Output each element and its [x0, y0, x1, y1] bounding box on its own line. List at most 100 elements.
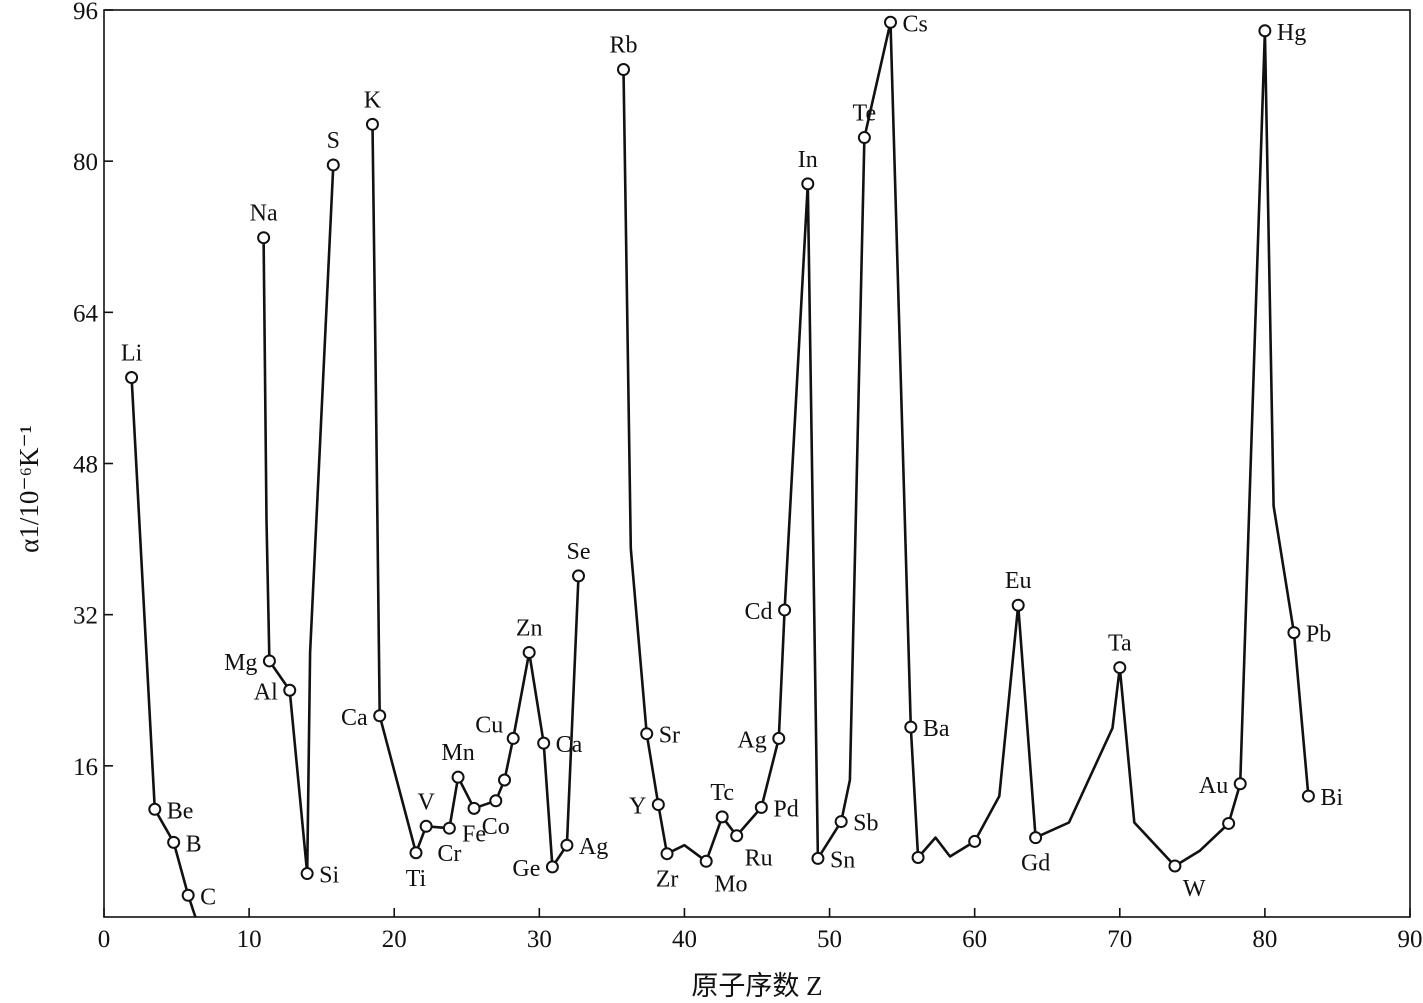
data-point-ba	[911, 850, 925, 864]
element-label-al: Al	[254, 679, 278, 705]
element-label-rb: Rb	[609, 33, 637, 59]
y-tick-label: 96	[73, 0, 98, 25]
element-label-v: V	[417, 789, 435, 815]
data-point-fe	[467, 801, 481, 815]
data-point-in	[801, 177, 815, 191]
element-label-gd: Gd	[1021, 851, 1050, 877]
data-point-k	[365, 117, 379, 131]
element-label-tc: Tc	[710, 780, 734, 806]
data-point-cs	[884, 15, 898, 29]
element-label-sb: Sb	[853, 811, 878, 837]
data-point-ca	[373, 709, 387, 723]
data-point-zn	[522, 645, 536, 659]
data-point-ag	[560, 838, 574, 852]
element-label-mn: Mn	[441, 740, 474, 766]
data-point-gd	[1029, 831, 1043, 845]
data-point-w	[1168, 859, 1182, 873]
data-point-ba	[904, 720, 918, 734]
x-tick-label: 40	[672, 926, 697, 953]
data-point-pd	[754, 800, 768, 814]
data-point-be	[148, 802, 162, 816]
data-point-v	[419, 819, 433, 833]
element-label-na: Na	[250, 201, 278, 227]
data-point-tc	[715, 810, 729, 824]
y-tick-label: 64	[73, 300, 99, 327]
element-label-k: K	[364, 87, 382, 113]
x-tick-label: 80	[1252, 926, 1277, 953]
element-label-b: B	[186, 831, 202, 857]
data-point-al	[283, 683, 297, 697]
data-point-cr	[442, 821, 456, 835]
data-point-eu	[1011, 598, 1025, 612]
data-point-ru	[730, 829, 744, 843]
data-point-ca	[537, 736, 551, 750]
element-label-ag: Ag	[579, 834, 608, 860]
element-label-sn: Sn	[830, 847, 855, 873]
data-point-hg	[1258, 24, 1272, 38]
data-point-y	[651, 798, 665, 812]
element-label-co: Co	[482, 814, 510, 840]
element-label-ba: Ba	[923, 716, 950, 742]
series-line-2	[262, 164, 335, 875]
data-point-co	[498, 773, 512, 787]
element-label-zr: Zr	[656, 867, 679, 893]
data-point-cd	[778, 603, 792, 617]
x-tick-label: 90	[1398, 926, 1423, 953]
series-line-4	[622, 20, 1310, 868]
element-label-si: Si	[319, 863, 339, 889]
data-point-te	[857, 131, 871, 145]
x-tick-label: 70	[1107, 926, 1132, 953]
y-tick-label: 80	[73, 149, 98, 176]
element-label-ag: Ag	[737, 727, 766, 753]
element-label-te: Te	[853, 101, 877, 127]
data-point-ti	[409, 846, 423, 860]
element-label-cu: Cu	[475, 712, 503, 738]
data-point-c	[181, 888, 195, 902]
x-tick-label: 50	[817, 926, 842, 953]
element-label-be: Be	[167, 798, 194, 824]
data-point-s	[326, 158, 340, 172]
data-point-li	[125, 371, 139, 385]
element-label-cr: Cr	[437, 841, 461, 867]
element-label-y: Y	[629, 794, 646, 820]
element-label-eu: Eu	[1005, 568, 1032, 594]
x-tick-label: 60	[962, 926, 987, 953]
data-point-b	[167, 835, 181, 849]
data-point-mo	[699, 854, 713, 868]
data-point-mg	[262, 654, 276, 668]
series-line-3	[371, 124, 580, 869]
data-point-sr	[640, 727, 654, 741]
x-tick-label: 20	[382, 926, 407, 953]
element-label-mg: Mg	[224, 650, 257, 676]
element-label-ta: Ta	[1108, 631, 1132, 657]
data-point-sb	[834, 815, 848, 829]
element-label-sr: Sr	[659, 723, 680, 749]
data-point-rb	[616, 63, 630, 77]
data-point-ge	[545, 860, 559, 874]
data-point-cu	[506, 731, 520, 745]
element-label-au: Au	[1199, 773, 1228, 799]
y-tick-label: 16	[73, 754, 98, 781]
data-point-ag	[772, 731, 786, 745]
y-tick-label: 32	[73, 603, 98, 630]
x-axis-title: 原子序数 Z	[691, 971, 822, 1001]
axis-ticks: 0 10 20 30 40 50 60 70 80 90 16 32 48 64 80 96	[73, 0, 1423, 953]
element-label-bi: Bi	[1320, 785, 1343, 811]
element-label-cs: Cs	[903, 11, 928, 37]
element-label-ca: Ca	[556, 732, 583, 758]
element-label-in: In	[798, 147, 818, 173]
data-point-gd	[968, 834, 982, 848]
element-label-ru: Ru	[745, 846, 773, 872]
element-label-pd: Pd	[773, 796, 798, 822]
data-points	[125, 15, 1315, 902]
data-point-na	[257, 231, 271, 245]
x-tick-label: 0	[98, 926, 111, 953]
data-point-au	[1233, 777, 1247, 791]
data-point-ta	[1113, 661, 1127, 675]
element-label-cd: Cd	[745, 599, 773, 625]
element-label-hg: Hg	[1277, 20, 1306, 46]
element-label-fe: Fe	[462, 821, 486, 847]
x-tick-label: 10	[237, 926, 262, 953]
element-label-w: W	[1183, 876, 1206, 902]
